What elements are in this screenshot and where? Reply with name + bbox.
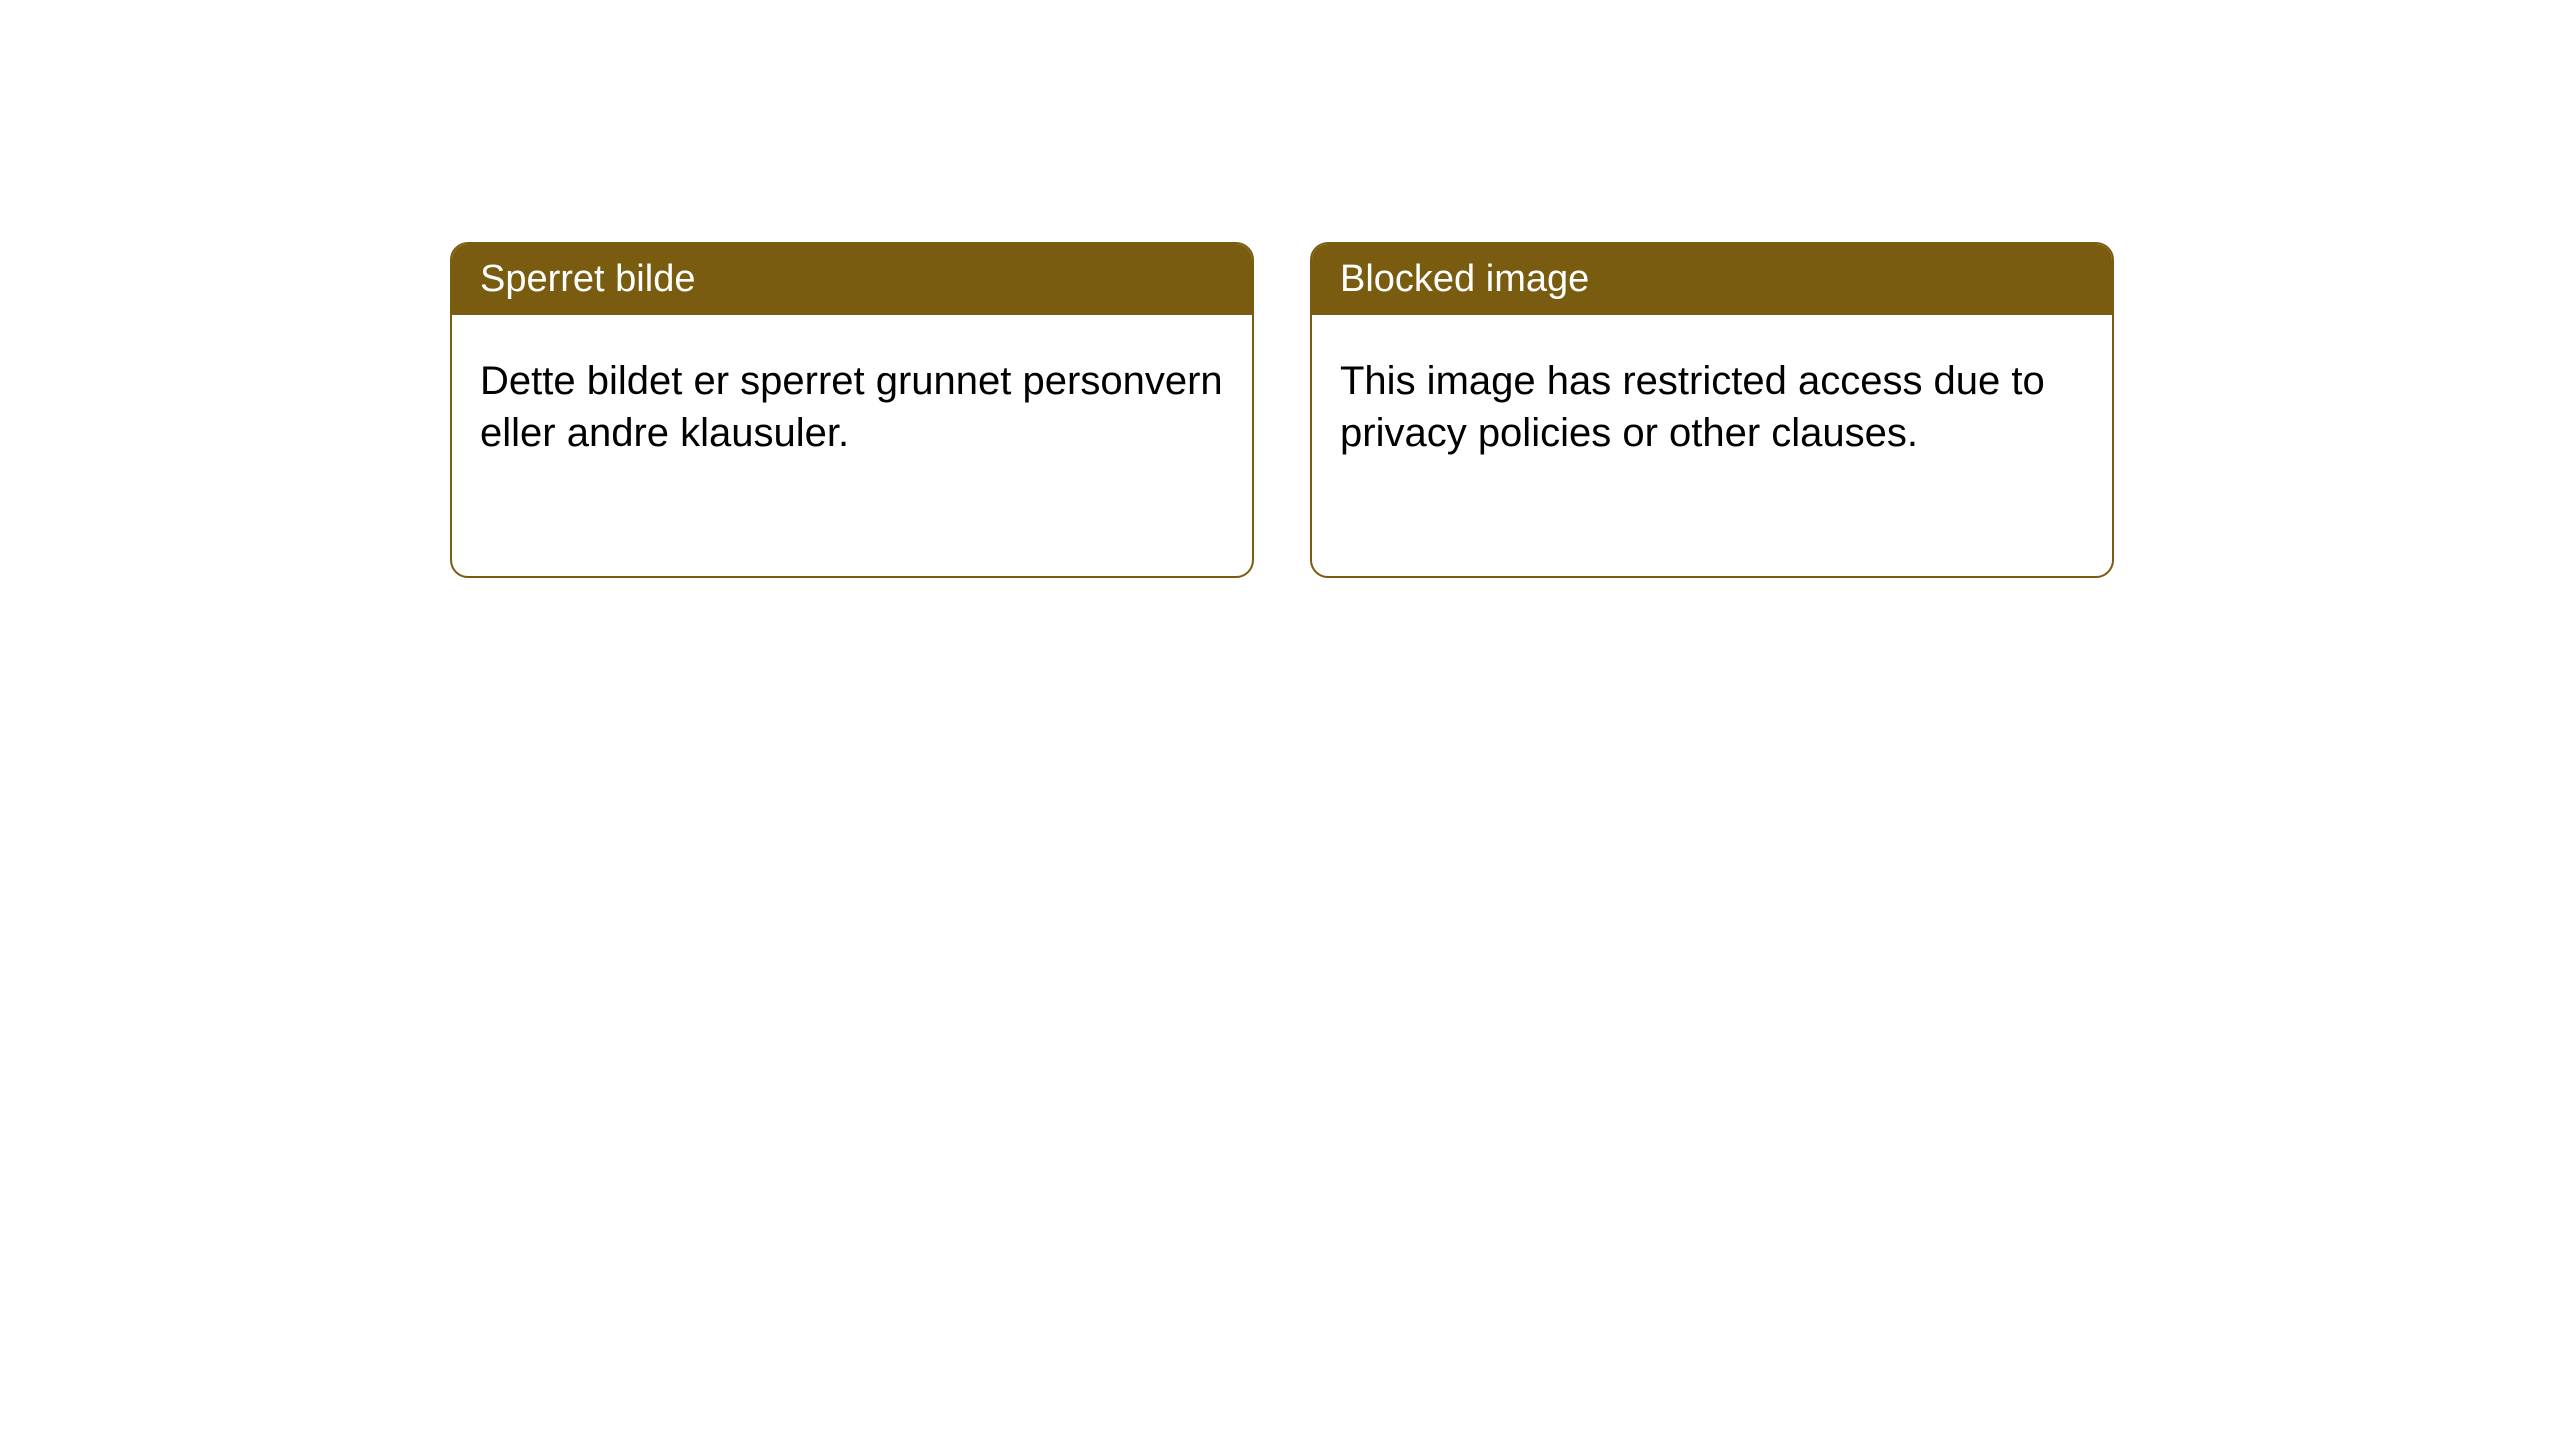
card-title-no: Sperret bilde [480,258,695,300]
card-body-no: Dette bildet er sperret grunnet personve… [452,315,1252,487]
blocked-image-card-no: Sperret bilde Dette bildet er sperret gr… [450,242,1254,578]
card-header-en: Blocked image [1312,244,2112,315]
notice-cards-container: Sperret bilde Dette bildet er sperret gr… [450,242,2114,578]
card-title-en: Blocked image [1340,258,1589,300]
blocked-image-card-en: Blocked image This image has restricted … [1310,242,2114,578]
card-header-no: Sperret bilde [452,244,1252,315]
card-body-en: This image has restricted access due to … [1312,315,2112,487]
card-message-en: This image has restricted access due to … [1340,359,2045,455]
card-message-no: Dette bildet er sperret grunnet personve… [480,359,1223,455]
